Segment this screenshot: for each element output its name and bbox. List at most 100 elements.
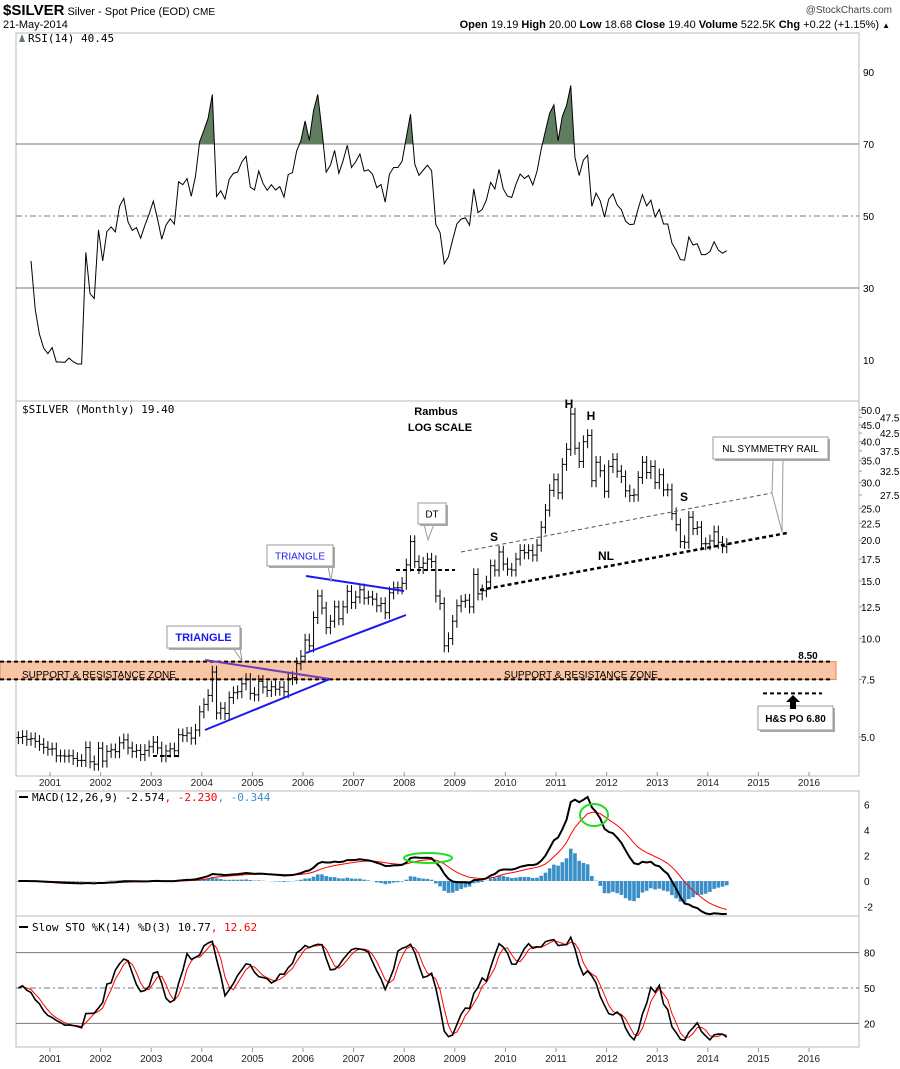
macd-histogram-bar — [358, 878, 362, 881]
macd-histogram-bar — [573, 853, 577, 881]
price-bar — [130, 741, 135, 758]
neckline-label: NL — [598, 549, 614, 563]
macd-histogram-bar — [488, 878, 493, 881]
rsi-axis-label: 10 — [863, 356, 875, 367]
sto-xaxis-label: 2005 — [241, 1054, 264, 1065]
price-bar — [366, 590, 371, 605]
price-bar — [594, 456, 599, 488]
macd-histogram-bar — [328, 877, 333, 881]
macd-legend-swatch — [19, 796, 28, 798]
high-value: 20.00 — [548, 19, 577, 31]
price-bar — [682, 535, 687, 549]
macd-histogram-bar — [505, 876, 510, 881]
target-callout: H&S PO 6.80 — [757, 705, 835, 732]
price-axis-label: 45.0 — [861, 421, 881, 432]
price-bar — [33, 732, 38, 748]
macd-histogram-bar — [231, 879, 236, 881]
price-bar — [429, 552, 434, 569]
macd-histogram-bar — [311, 876, 316, 881]
sto-axis-label: 50 — [864, 984, 876, 995]
price-xaxis-label: 2004 — [191, 778, 214, 789]
macd-histogram-bar — [320, 874, 324, 881]
macd-histogram-bar — [501, 875, 506, 881]
macd-histogram-bar — [518, 876, 522, 881]
macd-histogram-bar — [248, 880, 253, 881]
price-bar — [484, 575, 489, 598]
macd-histogram-bar — [493, 877, 497, 881]
sto-xaxis-label: 2007 — [342, 1054, 365, 1065]
macd-histogram-bar — [547, 868, 552, 881]
macd-histogram-bar — [611, 881, 615, 892]
price-bar — [336, 600, 341, 626]
sto-xaxis-label: 2001 — [39, 1054, 62, 1065]
macd-histogram-bar — [560, 862, 565, 881]
macd-histogram-bar — [62, 881, 67, 882]
price-bar — [488, 559, 493, 589]
price-bar — [387, 586, 392, 620]
macd-histogram-bar — [324, 876, 328, 881]
price-bar — [222, 702, 227, 721]
price-bar — [568, 407, 573, 456]
price-bar — [66, 749, 71, 763]
price-bar — [155, 735, 160, 755]
price-bar — [265, 680, 270, 697]
rsi-axis-label: 50 — [863, 212, 875, 223]
price-bar — [691, 510, 696, 536]
zone-label-left: SUPPORT & RESISTANCE ZONE — [22, 670, 176, 681]
target-callout-box — [757, 705, 834, 731]
rsi-axis-label: 90 — [863, 68, 875, 79]
symbol: $SILVER — [3, 2, 65, 19]
price-bar — [636, 471, 641, 502]
sto-legend-part: Slow STO %K(14) %D(3) 10.77 — [32, 921, 211, 934]
macd-histogram-bar — [581, 862, 586, 881]
symmetry-callout-box — [712, 436, 829, 460]
macd-histogram-bar — [455, 881, 459, 891]
price-bar — [505, 557, 510, 576]
macd-histogram-bar — [665, 881, 670, 892]
macd-histogram-bar — [315, 874, 320, 881]
price-bar — [467, 593, 472, 614]
high-label: High — [521, 19, 546, 31]
price-bar — [416, 555, 421, 574]
macd-histogram-bar — [379, 881, 383, 884]
price-bar — [370, 590, 375, 606]
price-axis-label: 27.5 — [880, 491, 900, 502]
price-bar — [227, 691, 232, 721]
macd-histogram-bar — [724, 881, 729, 886]
macd-histogram-bar — [619, 881, 624, 895]
rsi-axis-label: 70 — [863, 140, 875, 151]
macd-histogram-bar — [623, 881, 628, 899]
price-axis-label: 50.0 — [861, 406, 881, 417]
price-bar — [712, 525, 717, 548]
triangle1-callout-pointer — [232, 647, 243, 662]
price-bar — [176, 728, 181, 758]
chart-date: 21-May-2014 — [3, 19, 68, 31]
neckline — [479, 531, 788, 592]
price-bar — [180, 728, 185, 743]
price-panel-frame — [15, 400, 860, 777]
sto-axis-label: 80 — [864, 949, 876, 960]
price-bar — [319, 589, 324, 615]
price-bar — [627, 484, 632, 502]
sto-xaxis-label: 2012 — [595, 1054, 618, 1065]
price-bar — [16, 731, 21, 745]
price-bar — [185, 726, 190, 743]
price-bar — [303, 633, 308, 663]
price-bar — [239, 677, 244, 699]
price-bar — [577, 441, 582, 469]
macd-histogram-bar — [509, 877, 514, 881]
price-xaxis-label: 2003 — [140, 778, 163, 789]
price-bar — [374, 592, 379, 613]
price-bar — [210, 665, 215, 702]
price-bar — [657, 468, 662, 490]
price-bar — [585, 429, 590, 449]
price-xaxis-label: 2009 — [444, 778, 467, 789]
macd-histogram-bar — [349, 878, 354, 881]
price-bar — [433, 555, 438, 603]
price-bar — [526, 544, 531, 560]
macd-histogram-bar — [400, 881, 404, 882]
price-bar — [248, 673, 253, 700]
macd-histogram-bar — [206, 878, 210, 881]
zone-label-right: SUPPORT & RESISTANCE ZONE — [504, 670, 658, 681]
